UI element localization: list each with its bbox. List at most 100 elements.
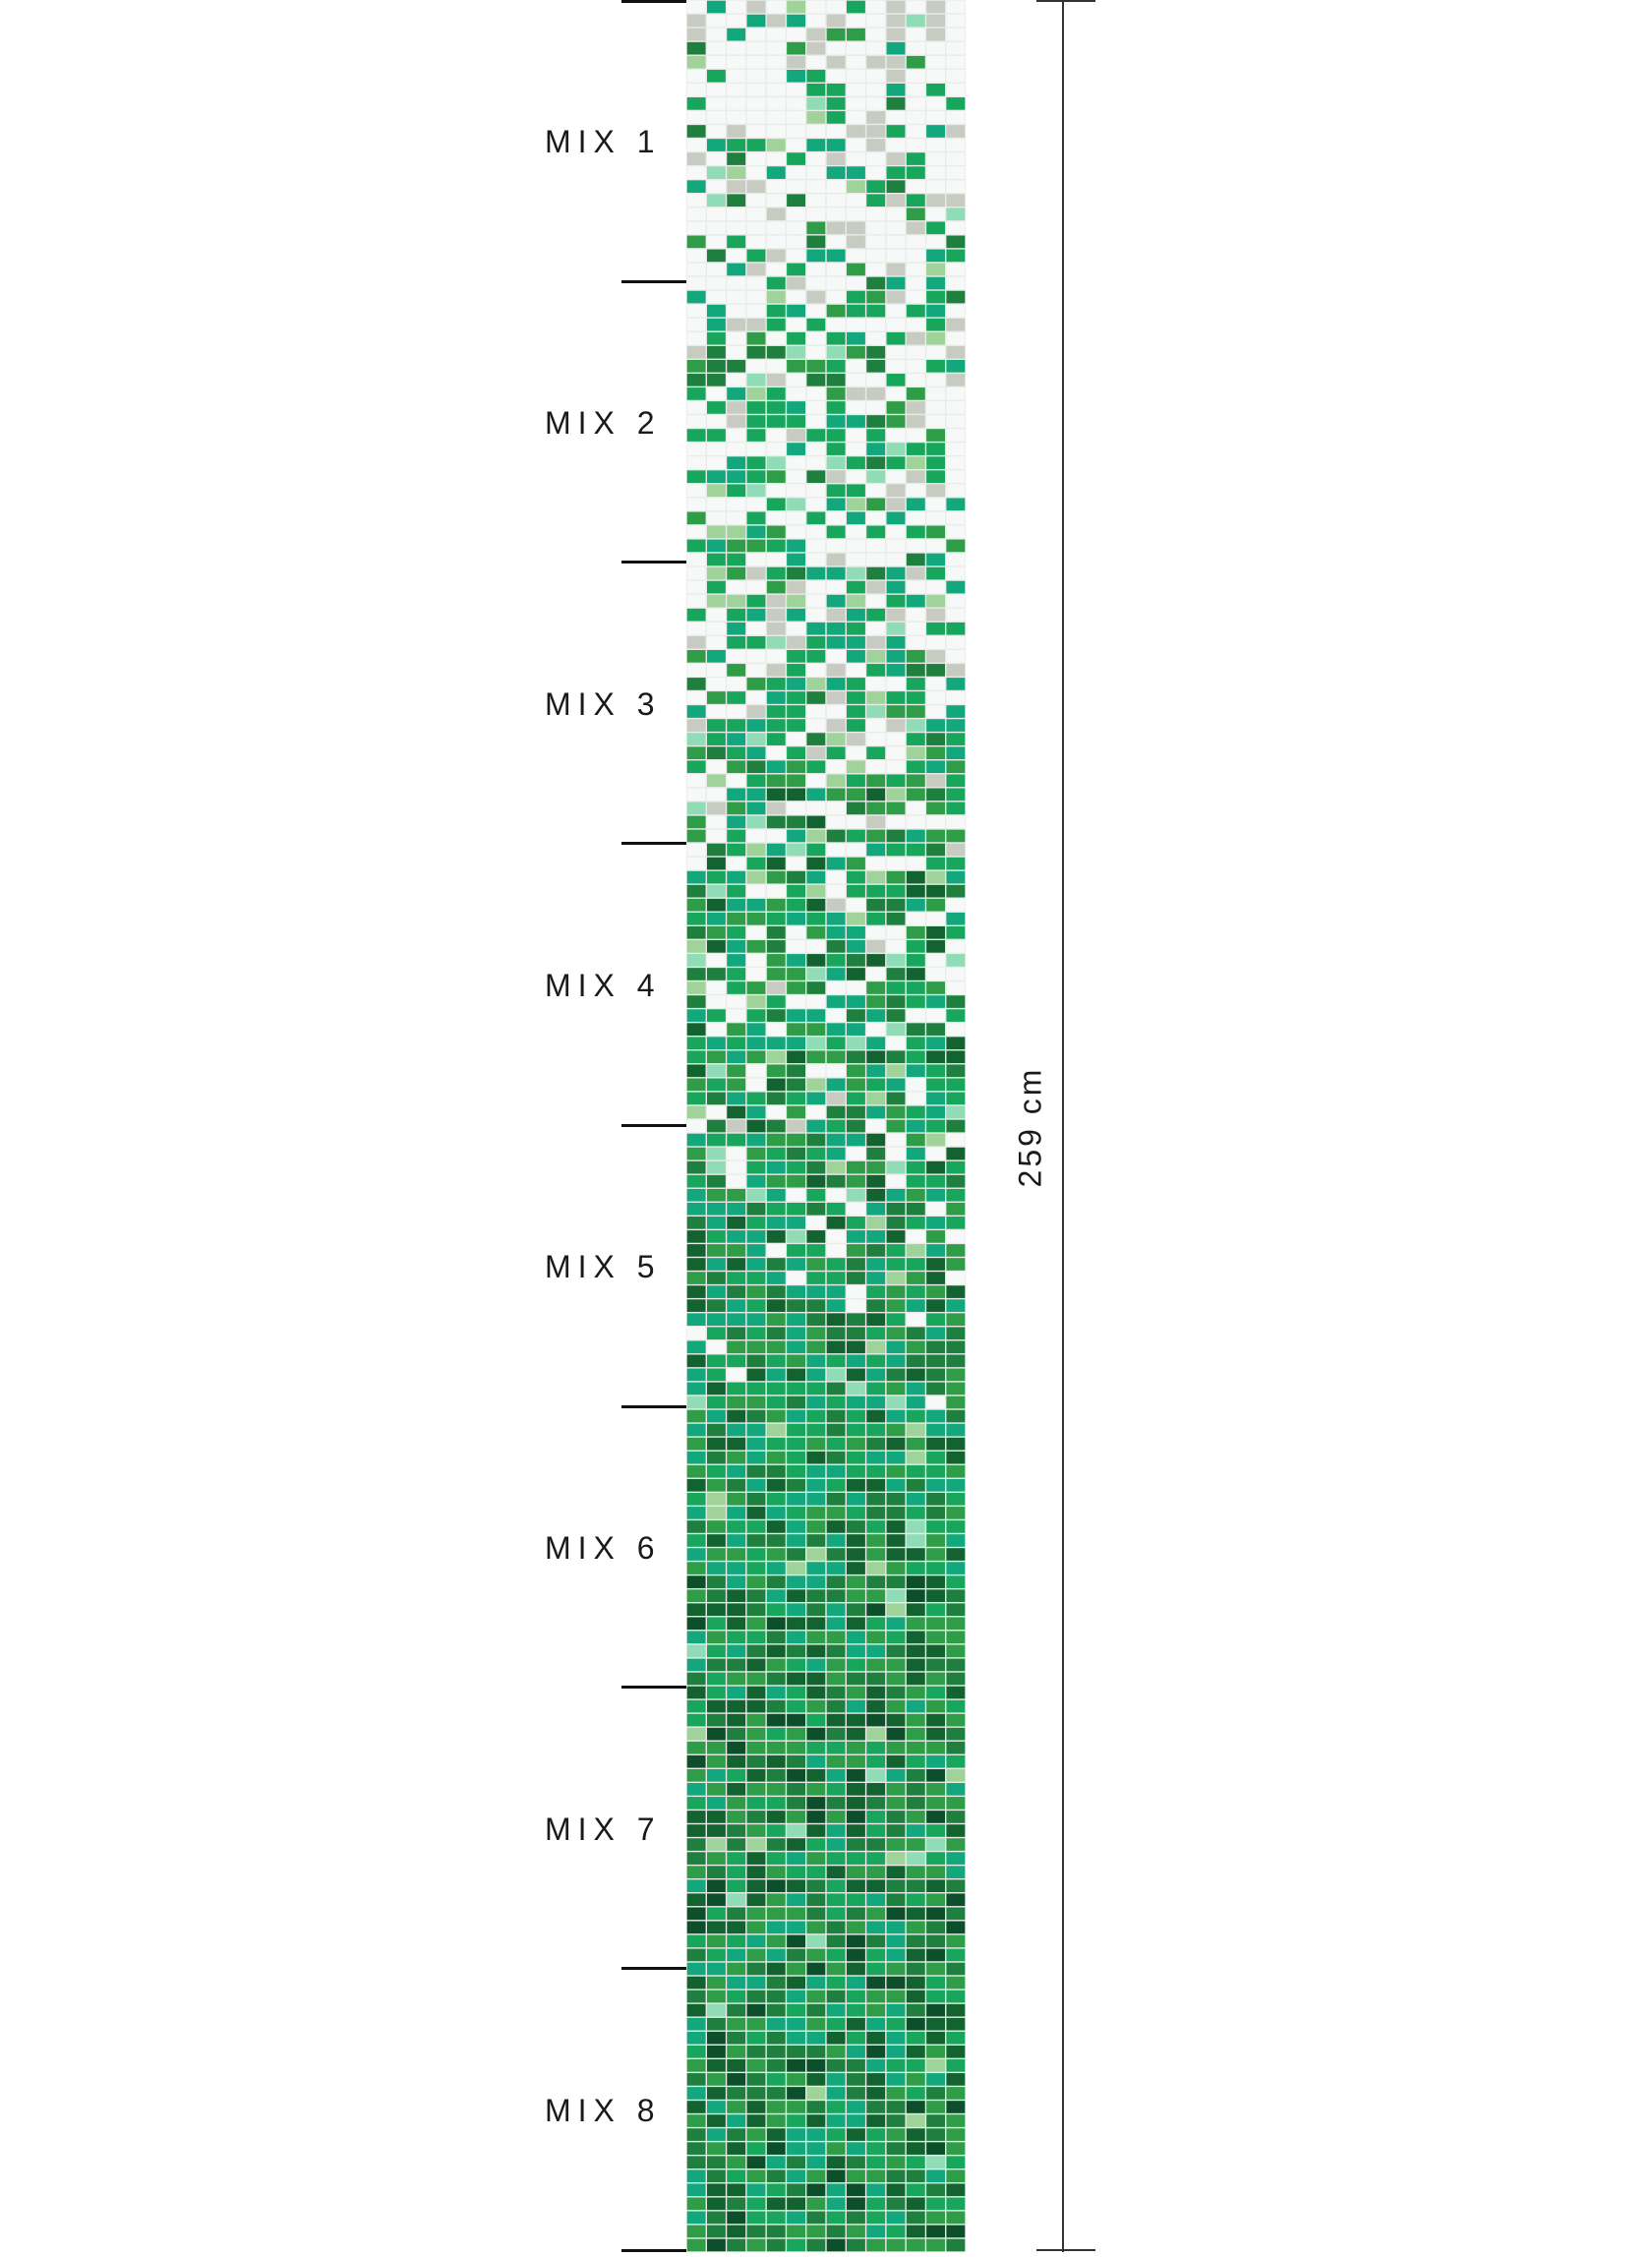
mosaic-tile	[706, 2003, 726, 2017]
mosaic-tile	[706, 221, 726, 235]
mosaic-tile	[806, 1009, 826, 1022]
mosaic-tile	[806, 429, 826, 442]
mosaic-tile	[846, 443, 865, 455]
mosaic-tile	[766, 1783, 786, 1796]
mosaic-tile	[846, 2142, 865, 2155]
mosaic-tile	[826, 1866, 846, 1878]
mosaic-tile	[706, 1962, 726, 1976]
mosaic-tile	[846, 1078, 865, 1092]
mosaic-tile	[866, 1188, 886, 1202]
mosaic-tile	[826, 539, 846, 553]
mosaic-tile	[746, 898, 766, 912]
mosaic-tile	[806, 580, 826, 594]
mosaic-tile	[706, 290, 726, 304]
mosaic-tile	[906, 1727, 925, 1741]
mosaic-tile	[787, 249, 806, 263]
mosaic-tile	[806, 691, 826, 704]
mosaic-tile	[866, 1409, 886, 1423]
mosaic-tile	[766, 415, 786, 428]
mosaic-tile	[926, 2197, 946, 2211]
mosaic-tile	[727, 1327, 746, 1340]
mosaic-tile	[846, 2238, 865, 2252]
mosaic-tile	[706, 884, 726, 898]
mosaic-tile	[866, 1478, 886, 1492]
mosaic-tile	[706, 1133, 726, 1147]
mosaic-tile	[706, 857, 726, 870]
mosaic-tile	[706, 2017, 726, 2031]
mosaic-tile	[906, 1354, 925, 1368]
mosaic-tile	[946, 760, 966, 774]
mosaic-tile	[866, 1548, 886, 1561]
mosaic-tile	[826, 484, 846, 498]
mosaic-tile	[826, 1507, 846, 1519]
mosaic-tile	[906, 995, 925, 1008]
mosaic-tile	[806, 152, 826, 165]
mosaic-tile	[926, 981, 946, 994]
mosaic-tile	[706, 249, 726, 263]
mosaic-tile	[787, 2128, 806, 2141]
mosaic-tile	[886, 2183, 906, 2197]
mosaic-tile	[686, 802, 706, 815]
mosaic-tile	[766, 1548, 786, 1561]
mosaic-tile	[766, 83, 786, 96]
mosaic-tile	[866, 28, 886, 41]
mosaic-tile	[926, 1285, 946, 1298]
mosaic-tile	[806, 1478, 826, 1492]
mosaic-tile	[727, 815, 746, 829]
mosaic-tile	[746, 1064, 766, 1078]
mosaic-tile	[787, 774, 806, 788]
mosaic-tile	[746, 1907, 766, 1921]
mosaic-tile	[746, 594, 766, 608]
mosaic-tile	[846, 208, 865, 221]
mosaic-tile	[906, 2128, 925, 2141]
section-tick-2	[621, 561, 686, 564]
mosaic-tile	[926, 733, 946, 745]
mosaic-tile	[706, 387, 726, 400]
mosaic-tile	[926, 1838, 946, 1851]
mosaic-tile	[787, 608, 806, 622]
mosaic-tile	[826, 760, 846, 774]
mosaic-tile	[787, 857, 806, 870]
mosaic-tile	[886, 2225, 906, 2238]
mosaic-tile	[746, 553, 766, 566]
mosaic-tile	[886, 1382, 906, 1396]
mosaic-tile	[946, 111, 966, 124]
mosaic-tile	[846, 1976, 865, 1990]
mosaic-tile	[787, 2169, 806, 2183]
mosaic-tile	[826, 1050, 846, 1064]
mosaic-tile	[846, 139, 865, 151]
mosaic-tile	[946, 1811, 966, 1823]
mosaic-tile	[787, 1327, 806, 1340]
mosaic-tile	[787, 1368, 806, 1382]
mosaic-tile	[746, 1575, 766, 1588]
mosaic-tile	[746, 1092, 766, 1105]
mosaic-tile	[746, 580, 766, 594]
mosaic-tile	[686, 1727, 706, 1741]
mosaic-tile	[706, 1672, 726, 1686]
mosaic-tile	[686, 374, 706, 386]
mosaic-tile	[926, 1050, 946, 1064]
mosaic-tile	[727, 539, 746, 553]
mosaic-tile	[886, 1160, 906, 1174]
mosaic-tile	[727, 2045, 746, 2058]
mosaic-tile	[746, 2183, 766, 2197]
mosaic-tile	[866, 1464, 886, 1478]
mosaic-tile	[826, 221, 846, 235]
mosaic-tile	[686, 152, 706, 165]
mosaic-tile	[787, 1217, 806, 1229]
mosaic-tile	[766, 1699, 786, 1713]
mosaic-tile	[906, 1603, 925, 1617]
mosaic-tile	[806, 2197, 826, 2211]
mosaic-tile	[906, 968, 925, 980]
mosaic-tile	[826, 1147, 846, 1160]
mosaic-tile	[706, 1147, 726, 1160]
mosaic-tile	[806, 664, 826, 677]
mosaic-tile	[946, 1368, 966, 1382]
mosaic-tile	[946, 2087, 966, 2100]
mosaic-tile	[846, 1023, 865, 1036]
mosaic-tile	[686, 1340, 706, 1354]
mosaic-tile	[886, 1962, 906, 1976]
mosaic-tile	[886, 1575, 906, 1588]
mosaic-tile	[686, 2059, 706, 2072]
mosaic-tile	[826, 981, 846, 994]
